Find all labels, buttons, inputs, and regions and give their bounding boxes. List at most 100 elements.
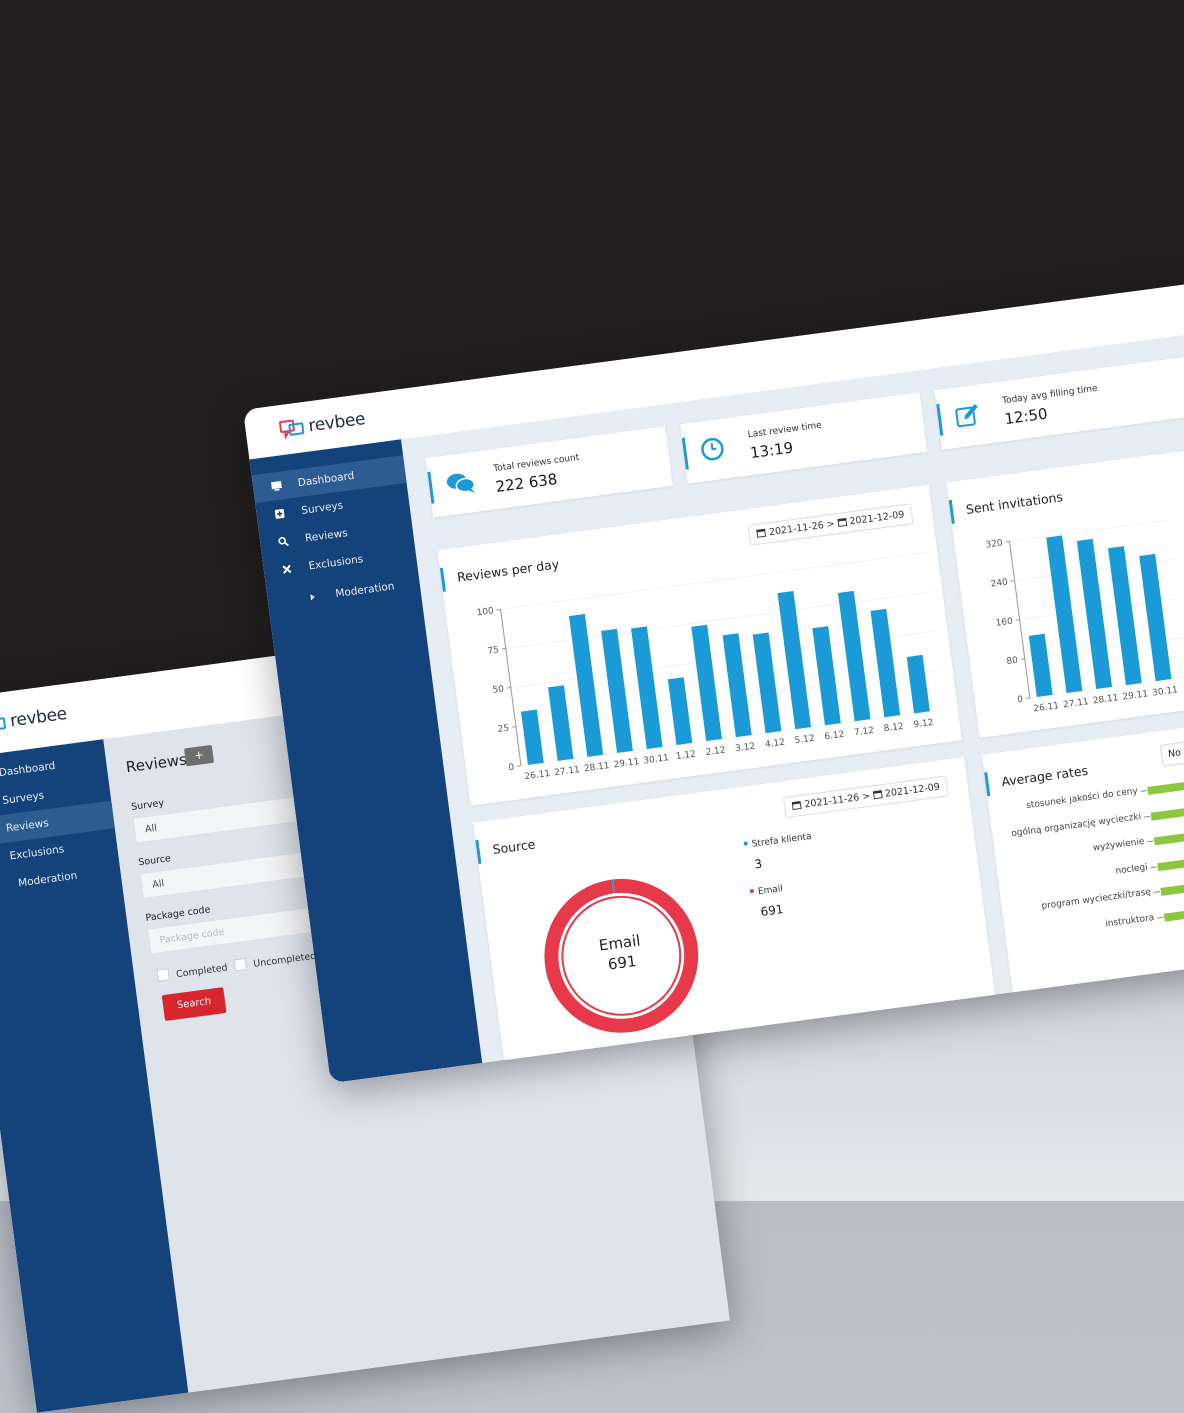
- stat-label: Last review time: [747, 421, 822, 441]
- stat-card: Last review time 13:19: [680, 392, 927, 483]
- uncompleted-checkbox[interactable]: Uncompleted: [234, 949, 317, 973]
- tick-mark: [1026, 698, 1030, 699]
- rate-tick: [1141, 790, 1147, 792]
- bar: [778, 591, 812, 729]
- stat-value: 12:50: [1003, 405, 1048, 429]
- checkbox-label[interactable]: Completed: [175, 962, 228, 980]
- tick-mark: [502, 648, 506, 649]
- x-tick-label: 26.11: [1033, 701, 1060, 714]
- y-tick-label: 100: [476, 606, 495, 618]
- tick-mark: [1016, 620, 1020, 621]
- x-tick-label: 6.12: [824, 730, 845, 743]
- rate-tick: [1151, 866, 1157, 868]
- average-rates-card: Average rates No stosunek jakości do cen…: [982, 715, 1184, 1012]
- source-label: Source: [138, 853, 172, 868]
- rates-filter[interactable]: No: [1160, 733, 1184, 766]
- stat-label: Today avg filling time: [1002, 384, 1098, 407]
- x-tick-label: 2.12: [705, 746, 726, 759]
- y-tick-label: 0: [508, 763, 515, 774]
- y-tick-label: 240: [990, 577, 1009, 589]
- bar: [668, 677, 692, 745]
- survey-label: Survey: [131, 798, 165, 813]
- x-tick-label: 8.12: [883, 722, 904, 735]
- x-tick-label: 26.11: [524, 769, 551, 782]
- logo: revbee: [307, 409, 366, 436]
- stat-label: Total reviews count: [493, 453, 580, 474]
- x-tick-label: 28.11: [1092, 693, 1119, 706]
- y-tick-label: 320: [985, 538, 1004, 550]
- rate-label: program wycieczki/trasę: [1002, 887, 1152, 917]
- rate-tick: [1147, 841, 1153, 843]
- x-tick-label: 29.11: [1122, 689, 1149, 702]
- bar: [601, 629, 633, 753]
- bar: [631, 626, 663, 749]
- completed-checkbox[interactable]: Completed: [156, 960, 228, 982]
- y-tick-label: 160: [995, 617, 1014, 629]
- y-tick-label: 0: [1017, 695, 1024, 706]
- y-tick-label: 50: [492, 684, 505, 695]
- rate-label: ogólną organizację wycieczki: [992, 812, 1142, 842]
- bar: [838, 591, 871, 721]
- rate-label: wyżywienie: [995, 837, 1145, 867]
- bar: [1077, 539, 1112, 689]
- bar: [753, 632, 782, 733]
- checkbox-label[interactable]: Uncompleted: [253, 951, 317, 970]
- x-tick-label: 30.11: [643, 753, 670, 766]
- bar: [1139, 554, 1171, 681]
- tick-mark: [512, 727, 516, 728]
- logo-icon: [0, 712, 9, 737]
- stat-value: 222 638: [495, 470, 559, 496]
- reviews-per-day-card: Reviews per day 2021-11-26 > 2021-12-09 …: [438, 485, 962, 806]
- legend-value: 691: [760, 902, 784, 919]
- clock-icon: [699, 435, 728, 464]
- y-tick-label: 75: [487, 645, 500, 656]
- bar: [691, 625, 722, 741]
- stat-value: 13:19: [749, 439, 794, 463]
- rate-label: instruktora: [1005, 913, 1155, 943]
- nav-label[interactable]: Moderation: [334, 572, 397, 608]
- x-tick-label: 28.11: [583, 761, 610, 774]
- rate-tick: [1154, 891, 1160, 893]
- stat-card: Today avg filling time 12:50: [934, 351, 1184, 450]
- page-title: Reviews: [125, 750, 188, 776]
- chat-icon: [445, 469, 478, 499]
- nav-label[interactable]: Exclusions: [307, 545, 365, 580]
- logo: revbee: [9, 704, 68, 731]
- page: revbee Dashboard Surveys Reviews Exclusi…: [0, 0, 1184, 1201]
- x-tick-label: 9.12: [913, 718, 934, 731]
- bar: [907, 655, 930, 713]
- x-tick-label: 5.12: [794, 734, 815, 747]
- tick-mark: [507, 688, 511, 689]
- bar: [1029, 634, 1053, 697]
- bar: [548, 685, 573, 761]
- x-tick-label: 30.11: [1152, 685, 1179, 698]
- x-tick-label: 3.12: [735, 742, 756, 755]
- legend-value: 3: [754, 857, 763, 872]
- rate-tick: [1144, 815, 1150, 817]
- tick-mark: [1021, 659, 1025, 660]
- x-tick-label: 29.11: [613, 757, 640, 770]
- card-title: Average rates: [1001, 763, 1089, 789]
- add-button[interactable]: +: [184, 745, 214, 767]
- x-tick-label: 4.12: [764, 738, 785, 751]
- search-button[interactable]: Search: [162, 987, 227, 1021]
- x-tick-label: 7.12: [854, 726, 875, 739]
- rate-tick: [1157, 916, 1163, 918]
- edit-icon: [953, 401, 982, 430]
- y-tick-label: 80: [1006, 656, 1019, 667]
- x-tick-label: 27.11: [1063, 697, 1090, 710]
- tick-mark: [1006, 541, 1010, 542]
- bar: [723, 633, 752, 737]
- bar: [1046, 535, 1082, 693]
- grid-line: [1009, 520, 1167, 541]
- bar: [812, 626, 840, 725]
- rate-label: stosunek jakości do ceny: [989, 786, 1139, 816]
- tick-mark: [497, 609, 501, 610]
- bar: [521, 710, 544, 765]
- bar: [870, 609, 900, 717]
- logo-icon: [279, 417, 308, 442]
- rate-label: noclegi: [998, 862, 1148, 892]
